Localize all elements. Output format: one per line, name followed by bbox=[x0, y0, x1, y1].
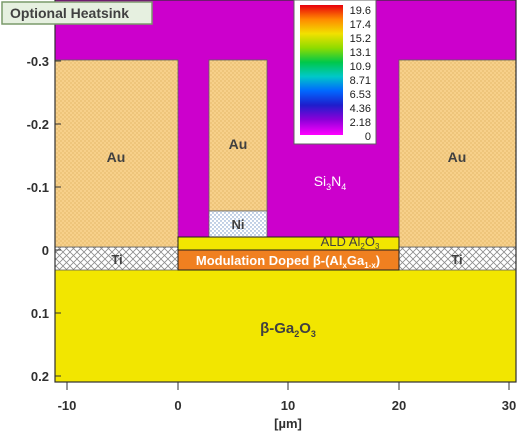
y-tick-label: -0.3 bbox=[27, 54, 49, 69]
colorbar-tick-label: 8.71 bbox=[350, 75, 371, 87]
modulation-doped-layer bbox=[177, 249, 400, 271]
si3n4-label: Si3N4 bbox=[314, 173, 347, 192]
ni-gate-layer bbox=[208, 210, 268, 238]
x-tick-label: 10 bbox=[281, 398, 295, 413]
colorbar-tick-label: 17.4 bbox=[350, 19, 371, 31]
colorbar-gradient bbox=[300, 5, 343, 135]
y-tick-label: 0.2 bbox=[31, 369, 49, 384]
colorbar-tick-label: 6.53 bbox=[350, 89, 371, 101]
au-gate-contact bbox=[208, 59, 268, 212]
x-tick-label: 20 bbox=[392, 398, 406, 413]
y-axis: -0.3 -0.2 -0.1 0 0.1 0.2 bbox=[27, 54, 61, 384]
y-tick-label: -0.1 bbox=[27, 180, 49, 195]
x-tick-label: -10 bbox=[58, 398, 77, 413]
ald-label: ALD Al2O3 bbox=[321, 234, 380, 251]
y-tick-label: 0.1 bbox=[31, 306, 49, 321]
y-tick-label: 0 bbox=[42, 243, 49, 258]
au-gate-label: Au bbox=[229, 136, 248, 152]
x-tick-label: 0 bbox=[174, 398, 181, 413]
colorbar-tick-label: 15.2 bbox=[350, 33, 371, 45]
x-tick-label: 30 bbox=[502, 398, 516, 413]
colorbar-tick-label: 13.1 bbox=[350, 47, 371, 59]
au-left-label: Au bbox=[107, 149, 126, 165]
x-axis-label: [µm] bbox=[274, 416, 302, 431]
ti-right-label: Ti bbox=[451, 252, 462, 267]
colorbar-tick-label: 19.6 bbox=[350, 5, 371, 17]
modulation-label: Modulation Doped β-(AlxGa1-x) bbox=[196, 253, 380, 270]
y-tick-label: -0.2 bbox=[27, 117, 49, 132]
plot-frame bbox=[54, 0, 517, 383]
ni-label: Ni bbox=[232, 217, 245, 232]
au-right-label: Au bbox=[448, 149, 467, 165]
x-axis: -10 0 10 20 30 bbox=[58, 382, 516, 413]
colorbar-tick-label: 0 bbox=[365, 131, 371, 143]
colorbar: 19.6 17.4 15.2 13.1 10.9 8.71 6.53 4.36 2.18 0 bbox=[293, 0, 377, 145]
heatsink-label-box: Optional Heatsink bbox=[1, 1, 153, 25]
colorbar-tick-label: 4.36 bbox=[350, 103, 371, 115]
colorbar-tick-label: 2.18 bbox=[350, 117, 371, 129]
ti-left-label: Ti bbox=[111, 252, 122, 267]
au-left-contact bbox=[54, 59, 179, 248]
substrate-region bbox=[55, 270, 516, 382]
heatsink-label: Optional Heatsink bbox=[10, 5, 129, 21]
colorbar-tick-label: 10.9 bbox=[350, 61, 371, 73]
substrate-label: β-Ga2O3 bbox=[260, 320, 316, 339]
